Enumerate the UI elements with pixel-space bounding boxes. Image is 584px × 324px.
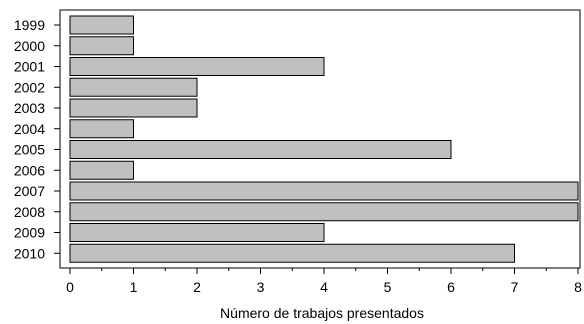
bar-2002: [69, 77, 198, 97]
category-label-2009: 2009: [14, 225, 45, 241]
category-label-2005: 2005: [14, 142, 45, 158]
category-label-2002: 2002: [14, 79, 45, 95]
category-label-2006: 2006: [14, 162, 45, 178]
bar-2003: [69, 98, 198, 118]
x-tick-label-7: 7: [511, 279, 519, 295]
bar-2009: [69, 223, 325, 242]
x-axis-ticks: 0 1 2 3 4 5 6 7 8: [66, 268, 582, 295]
bar-2005: [69, 140, 452, 159]
x-tick-label-0: 0: [66, 279, 74, 295]
x-tick-label-6: 6: [447, 279, 455, 295]
x-tick-label-8: 8: [574, 279, 582, 295]
bar-2010: [69, 243, 515, 263]
bar-2007: [69, 181, 579, 201]
bar-1999: [69, 15, 134, 35]
category-label-2008: 2008: [14, 204, 45, 220]
bar-2004: [69, 119, 134, 139]
x-tick-label-5: 5: [384, 279, 392, 295]
category-label-2001: 2001: [14, 59, 45, 75]
bar-2008: [69, 202, 579, 222]
category-labels: 1999 2000 2001 2002 2003 2004 2005 2006 2007 2008…: [14, 17, 60, 261]
category-label-2000: 2000: [14, 38, 45, 54]
plot-frame: [59, 9, 581, 269]
category-label-1999: 1999: [14, 17, 45, 33]
bar-2000: [69, 36, 134, 56]
x-tick-label-3: 3: [257, 279, 265, 295]
category-label-2007: 2007: [14, 183, 45, 199]
bars-group: [69, 15, 579, 263]
x-tick-label-4: 4: [320, 279, 328, 295]
bar-2001: [69, 57, 325, 76]
category-label-2003: 2003: [14, 100, 45, 116]
x-tick-label-1: 1: [130, 279, 138, 295]
x-axis-title: Número de trabajos presentados: [220, 305, 424, 321]
bar-2006: [69, 160, 134, 180]
category-label-2010: 2010: [14, 245, 45, 261]
category-label-2004: 2004: [14, 121, 45, 137]
x-tick-label-2: 2: [193, 279, 201, 295]
